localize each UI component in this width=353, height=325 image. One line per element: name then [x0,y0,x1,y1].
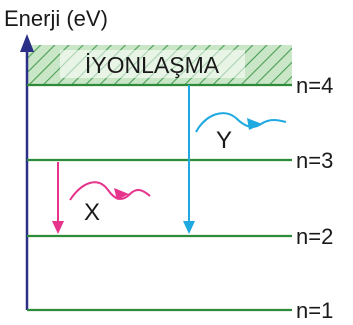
photon-wave-y-head [247,118,262,130]
axis-arrow-head [20,34,34,52]
photon-label-y: Y [216,127,232,154]
ionization-label: İYONLAŞMA [85,52,220,78]
transition-arrow-x-head [52,221,64,234]
level-label-n4: n=4 [296,73,333,98]
level-label-n2: n=2 [296,224,333,249]
transition-arrow-y-head [183,221,195,234]
ionization-label-bg [60,50,245,78]
level-label-n1: n=1 [296,298,333,323]
level-label-n3: n=3 [296,148,333,173]
photon-wave-y [195,112,287,133]
axis-label: Enerji (eV) [4,6,108,31]
photon-wave-x [69,181,151,201]
photon-wave-x-head [114,188,129,200]
photon-label-x: X [84,199,100,226]
